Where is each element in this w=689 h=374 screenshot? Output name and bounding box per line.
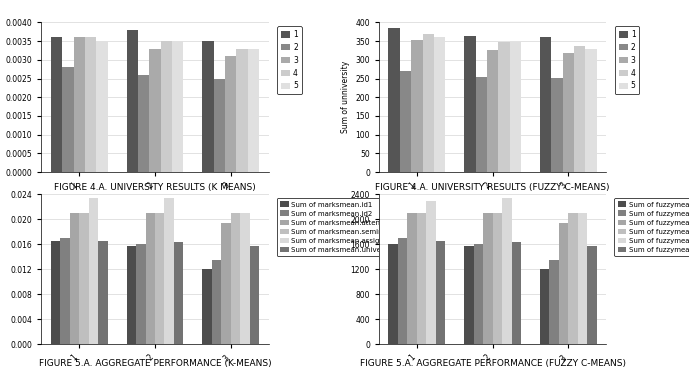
Bar [475, 77, 487, 172]
Bar [417, 213, 426, 344]
X-axis label: clusterindex & semester: clusterindex & semester [440, 196, 546, 205]
Bar [398, 238, 407, 344]
Bar [127, 30, 138, 172]
Bar [574, 46, 586, 172]
Bar [559, 223, 568, 344]
Bar [578, 213, 587, 344]
Bar [212, 260, 221, 344]
Bar [150, 49, 161, 172]
Bar [540, 269, 550, 344]
Bar [502, 198, 511, 344]
Legend: 1, 2, 3, 4, 5: 1, 2, 3, 4, 5 [277, 26, 302, 94]
Bar [138, 75, 150, 172]
Bar [231, 213, 240, 344]
Bar [174, 242, 183, 344]
Bar [568, 213, 578, 344]
Text: FIGURE 4.A. UNIVERSITY RESULTS (K MEANS): FIGURE 4.A. UNIVERSITY RESULTS (K MEANS) [54, 183, 256, 192]
X-axis label: clusterindex & semester: clusterindex & semester [102, 196, 208, 205]
Y-axis label: Sum of unniversity: Sum of unniversity [341, 61, 350, 134]
Bar [51, 37, 62, 172]
Bar [79, 213, 89, 344]
Bar [483, 213, 493, 344]
Bar [155, 213, 165, 344]
Bar [62, 67, 74, 172]
Bar [203, 41, 214, 172]
Bar [172, 41, 183, 172]
Legend: Sum of marksmean.id1, Sum of marksmean.id2, Sum of marksmean.attendance, Sum of : Sum of marksmean.id1, Sum of marksmean.i… [277, 198, 409, 257]
Bar [407, 213, 417, 344]
Bar [540, 37, 551, 172]
Bar [400, 71, 411, 172]
Bar [511, 242, 521, 344]
Bar [214, 79, 225, 172]
Bar [426, 201, 436, 344]
Bar [161, 41, 172, 172]
Text: FIGURE 5.A. AGGREGATE PERFORMANCE (FUZZY C-MEANS): FIGURE 5.A. AGGREGATE PERFORMANCE (FUZZY… [360, 359, 626, 368]
Bar [89, 198, 98, 344]
Bar [85, 37, 96, 172]
Bar [586, 49, 597, 172]
Bar [563, 53, 574, 172]
Legend: Sum of fuzzymean.id1, Sum of fuzzymean.id2, Sum of fuzzymean.attendance, Sum of : Sum of fuzzymean.id1, Sum of fuzzymean.i… [615, 198, 689, 257]
Bar [51, 241, 61, 344]
Text: FIGURE 5.A. AGGREGATE PERFORMANCE (K-MEANS): FIGURE 5.A. AGGREGATE PERFORMANCE (K-MEA… [39, 359, 271, 368]
Bar [165, 198, 174, 344]
Bar [551, 78, 563, 172]
Bar [464, 36, 475, 172]
Legend: 1, 2, 3, 4, 5: 1, 2, 3, 4, 5 [615, 26, 639, 94]
Bar [389, 244, 398, 344]
Bar [70, 213, 79, 344]
Bar [145, 213, 155, 344]
Bar [248, 49, 259, 172]
Text: FIGURE 4.A. UNIVERSITY RESULTS (FUZZY C-MEANS): FIGURE 4.A. UNIVERSITY RESULTS (FUZZY C-… [376, 183, 610, 192]
Bar [236, 49, 248, 172]
Bar [434, 37, 445, 172]
Bar [422, 34, 434, 172]
Bar [587, 246, 597, 344]
Bar [389, 28, 400, 172]
Bar [225, 56, 236, 172]
Bar [474, 244, 483, 344]
Bar [510, 42, 521, 172]
Bar [464, 246, 474, 344]
Bar [136, 244, 145, 344]
Bar [436, 241, 445, 344]
Bar [61, 238, 70, 344]
Bar [411, 40, 422, 172]
Bar [221, 223, 231, 344]
Bar [493, 213, 502, 344]
Bar [74, 37, 85, 172]
Bar [99, 241, 107, 344]
Bar [96, 41, 107, 172]
Bar [550, 260, 559, 344]
Bar [249, 246, 259, 344]
Bar [498, 42, 510, 172]
Bar [203, 269, 212, 344]
Bar [240, 213, 249, 344]
Bar [487, 50, 498, 172]
Bar [127, 246, 136, 344]
